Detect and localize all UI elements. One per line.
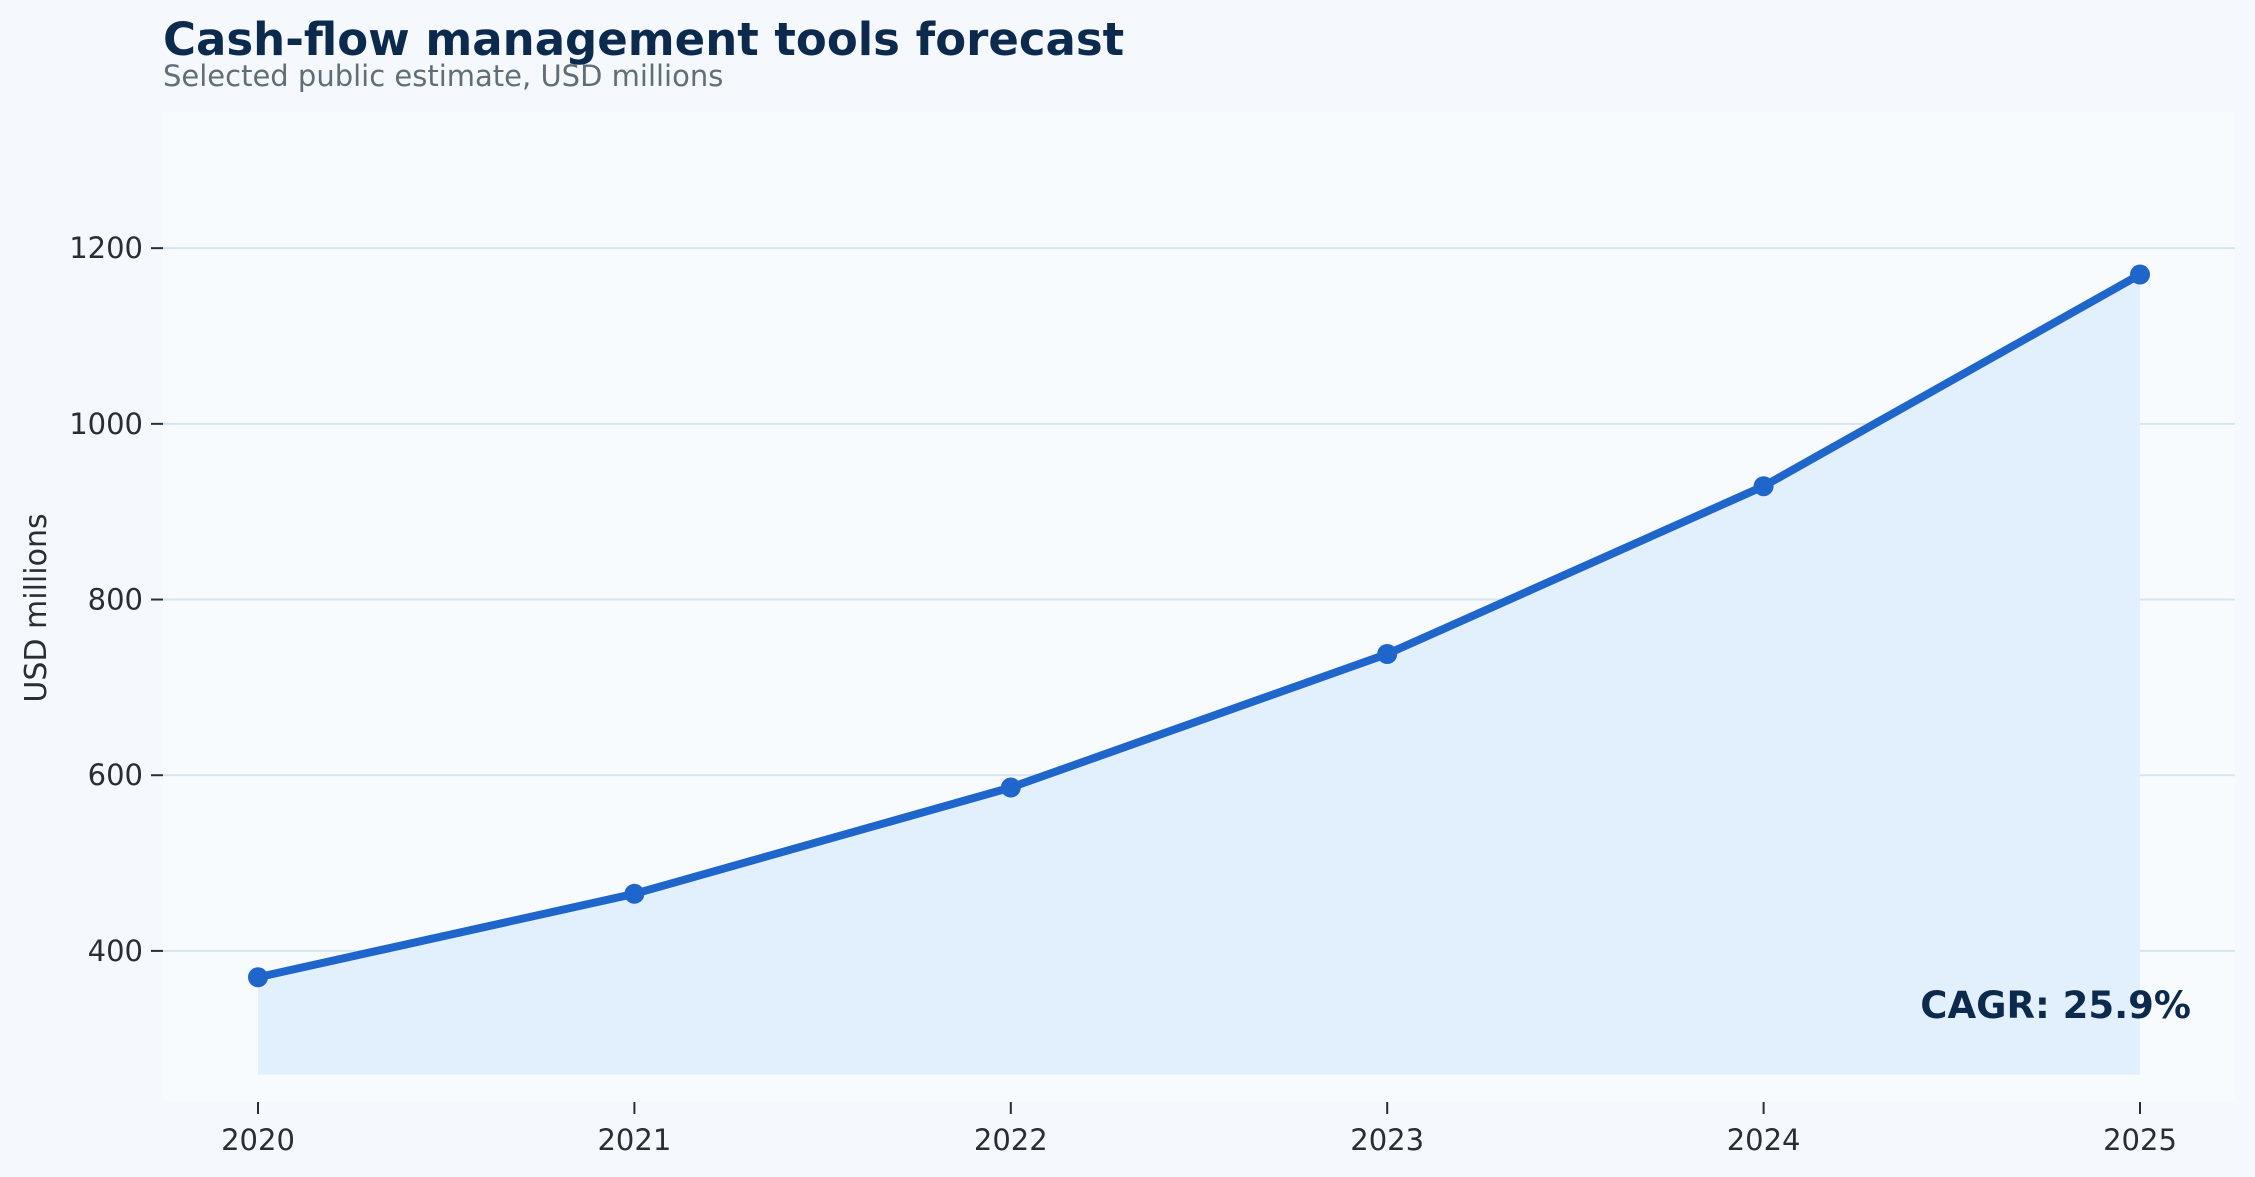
y-tick-label: 1000 — [69, 407, 143, 441]
series-area — [258, 274, 2140, 1075]
y-tick-label: 600 — [88, 758, 143, 792]
data-point-2024 — [1753, 476, 1774, 497]
x-tick-label: 2021 — [597, 1123, 671, 1157]
x-tick-label: 2023 — [1350, 1123, 1424, 1157]
y-tick-label: 1200 — [69, 231, 143, 265]
data-point-2023 — [1377, 643, 1398, 664]
y-tick-label: 800 — [88, 583, 143, 617]
data-point-2022 — [1000, 777, 1021, 798]
x-tick-label: 2025 — [2103, 1123, 2177, 1157]
data-point-2021 — [624, 883, 645, 904]
data-point-2025 — [2130, 264, 2150, 285]
data-point-2020 — [248, 967, 268, 988]
area-layer — [258, 274, 2140, 1075]
x-tick-label: 2020 — [221, 1123, 295, 1157]
axis-ticks: 400 600 800 1000 1200 2020 2021 2022 2023 2024 202… — [69, 231, 2177, 1157]
x-tick-label: 2024 — [1727, 1123, 1801, 1157]
x-tick-label: 2022 — [974, 1123, 1048, 1157]
chart-title: Cash-flow management tools forecast — [163, 13, 1124, 66]
y-tick-label: 400 — [88, 934, 143, 968]
series-line — [254, 270, 2144, 982]
y-axis-label: USD millions — [19, 513, 54, 702]
cagr-annotation: CAGR: 25.9% — [1920, 984, 2191, 1027]
series-layer — [248, 264, 2150, 988]
chart-subtitle: Selected public estimate, USD millions — [163, 59, 723, 93]
